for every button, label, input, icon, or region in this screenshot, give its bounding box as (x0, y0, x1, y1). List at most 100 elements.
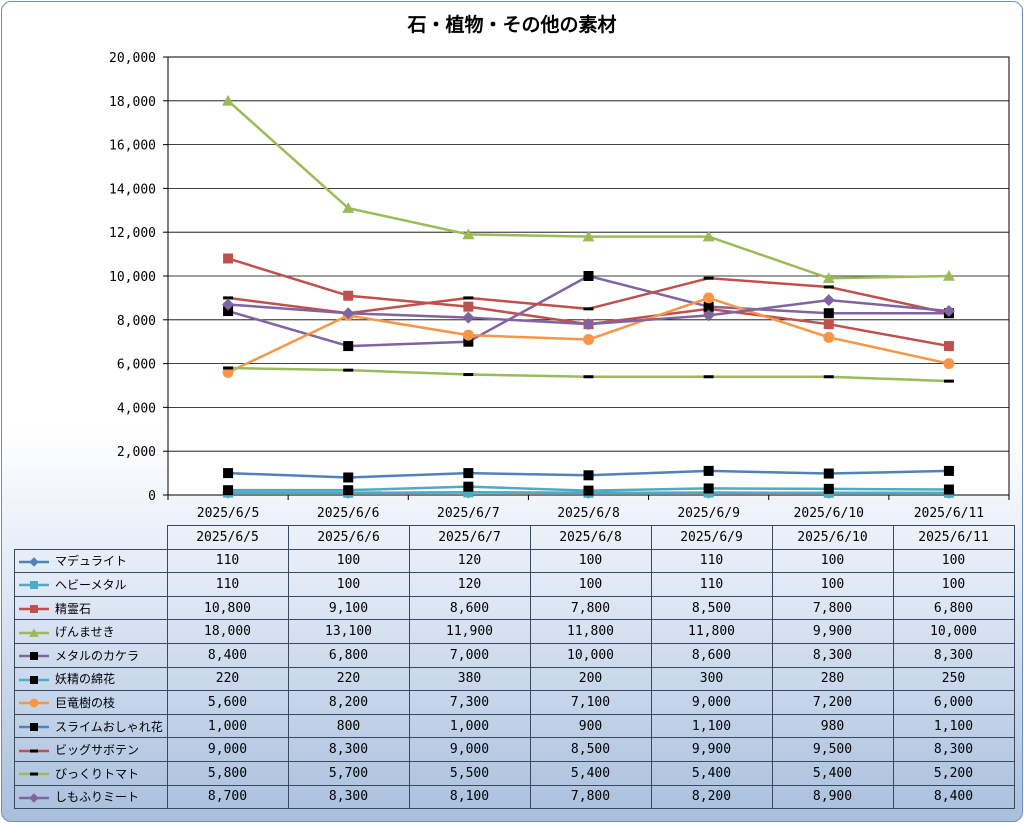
x-tick-label: 2025/6/8 (557, 506, 620, 521)
table-cell: 5,400 (650, 760, 773, 786)
table-cell: 250 (892, 666, 1015, 692)
data-point (823, 375, 834, 379)
data-point (702, 309, 715, 322)
y-tick-label: 10,000 (109, 270, 156, 285)
series-name: しもふりミート (55, 790, 140, 805)
table-cell: 11,800 (529, 619, 652, 644)
data-point (582, 230, 595, 242)
data-point (223, 366, 234, 370)
table-cell: 120 (408, 572, 531, 597)
table-cell: 200 (529, 666, 652, 692)
series-name: ビッグサボテン (55, 743, 140, 758)
table-cell: 13,100 (287, 619, 410, 644)
series-label: 精霊石 (14, 595, 168, 621)
table-row: しもふりミート 8,700 8,300 8,100 7,800 8,200 8,900 8,4… (14, 784, 1015, 810)
legend-key (19, 652, 49, 661)
table-cell: 7,000 (408, 642, 531, 668)
legend-key (19, 793, 49, 803)
series-name: マデュライト (55, 554, 128, 569)
table-corner (15, 526, 168, 550)
data-point (583, 470, 594, 481)
table-cell: 800 (287, 713, 410, 739)
legend-marker (29, 557, 39, 567)
table-cell: 11,900 (408, 619, 531, 644)
series-label: ヘビーメタル (14, 572, 168, 597)
data-point (342, 307, 355, 320)
legend-marker (30, 581, 38, 590)
table-row: スライムおしゃれ花 1,000 800 1,000 900 1,100 980 1,100 (14, 713, 1015, 739)
table-cell: 8,600 (408, 595, 531, 621)
table-cell: 9,000 (408, 737, 531, 762)
series-8 (223, 465, 954, 483)
table-cell: 6,800 (287, 642, 410, 668)
series-name: 巨竜樹の枝 (55, 695, 116, 710)
table-cell: 9,000 (166, 737, 289, 762)
table-cell: 8,400 (166, 642, 289, 668)
data-point (463, 487, 474, 498)
table-cell: 10,000 (892, 619, 1015, 644)
data-point (583, 375, 594, 379)
table-cell: 7,800 (529, 784, 652, 810)
data-point (823, 285, 834, 289)
table-header-cell: 2025/6/10 (771, 525, 894, 550)
x-tick-label: 2025/6/11 (914, 506, 984, 521)
table-cell: 280 (771, 666, 894, 692)
table-cell: 5,800 (166, 760, 289, 786)
data-point (823, 468, 834, 479)
table-cell: 300 (650, 666, 773, 692)
table-cell: 120 (408, 548, 531, 574)
data-point (703, 276, 714, 280)
table-cell: 8,700 (166, 784, 289, 810)
table-cell: 8,200 (287, 690, 410, 715)
table-cell: 110 (650, 548, 773, 574)
table-cell: 5,400 (529, 760, 652, 786)
series-label: メタルのカケラ (14, 642, 168, 668)
series-label: しもふりミート (14, 784, 168, 810)
data-point (703, 483, 714, 494)
table-header-cell: 2025/6/7 (408, 525, 531, 550)
series-name: スライムおしゃれ花 (55, 719, 163, 734)
data-point (943, 379, 954, 383)
table-header-cell: 2025/6/5 (166, 525, 289, 550)
x-tick-label: 2025/6/7 (437, 506, 500, 521)
table-cell: 110 (650, 572, 773, 597)
table-cell: 110 (166, 572, 289, 597)
table-cell: 18,000 (166, 619, 289, 644)
series-name: 精霊石 (55, 601, 92, 616)
table-cell: 9,900 (650, 737, 773, 762)
data-point (342, 202, 355, 213)
table-header-cell: 2025/6/6 (287, 525, 410, 550)
series-4 (222, 94, 955, 283)
data-point (943, 358, 955, 370)
data-point (462, 311, 475, 324)
legend-key (19, 723, 49, 732)
y-tick-label: 16,000 (109, 139, 156, 154)
table-cell: 10,800 (166, 595, 289, 621)
series-name: びっくりトマト (55, 766, 140, 781)
table-cell: 8,300 (771, 642, 894, 668)
table-cell: 100 (529, 572, 652, 597)
table-cell: 7,800 (529, 595, 652, 621)
data-point (583, 271, 594, 281)
table-cell: 10,000 (529, 642, 652, 668)
table-header-row: 2025/6/5 2025/6/6 2025/6/7 2025/6/8 2025/6/9… (15, 525, 1015, 550)
y-tick-label: 6,000 (117, 358, 156, 373)
table-cell: 100 (287, 572, 410, 597)
table-cell: 6,800 (892, 595, 1015, 621)
table-row: マデュライト 110 100 120 100 110 100 100 (14, 548, 1015, 574)
table-row: げんませき 18,000 13,100 11,900 11,800 11,800 9,900… (14, 619, 1015, 644)
data-point (583, 334, 594, 346)
table-cell: 8,300 (892, 642, 1015, 668)
table-cell: 11,800 (650, 619, 773, 644)
legend-marker (30, 749, 38, 753)
table-cell: 9,000 (650, 690, 773, 715)
table-row: 巨竜樹の枝 5,600 8,200 7,300 7,100 9,000 7,200 6,000 (14, 690, 1015, 715)
data-point (583, 485, 594, 496)
x-tick-label: 2025/6/9 (677, 506, 740, 521)
legend-marker (29, 793, 39, 803)
data-point (463, 336, 474, 347)
data-point (462, 228, 475, 240)
x-tick-label: 2025/6/5 (197, 506, 260, 521)
table-cell: 100 (892, 548, 1015, 574)
